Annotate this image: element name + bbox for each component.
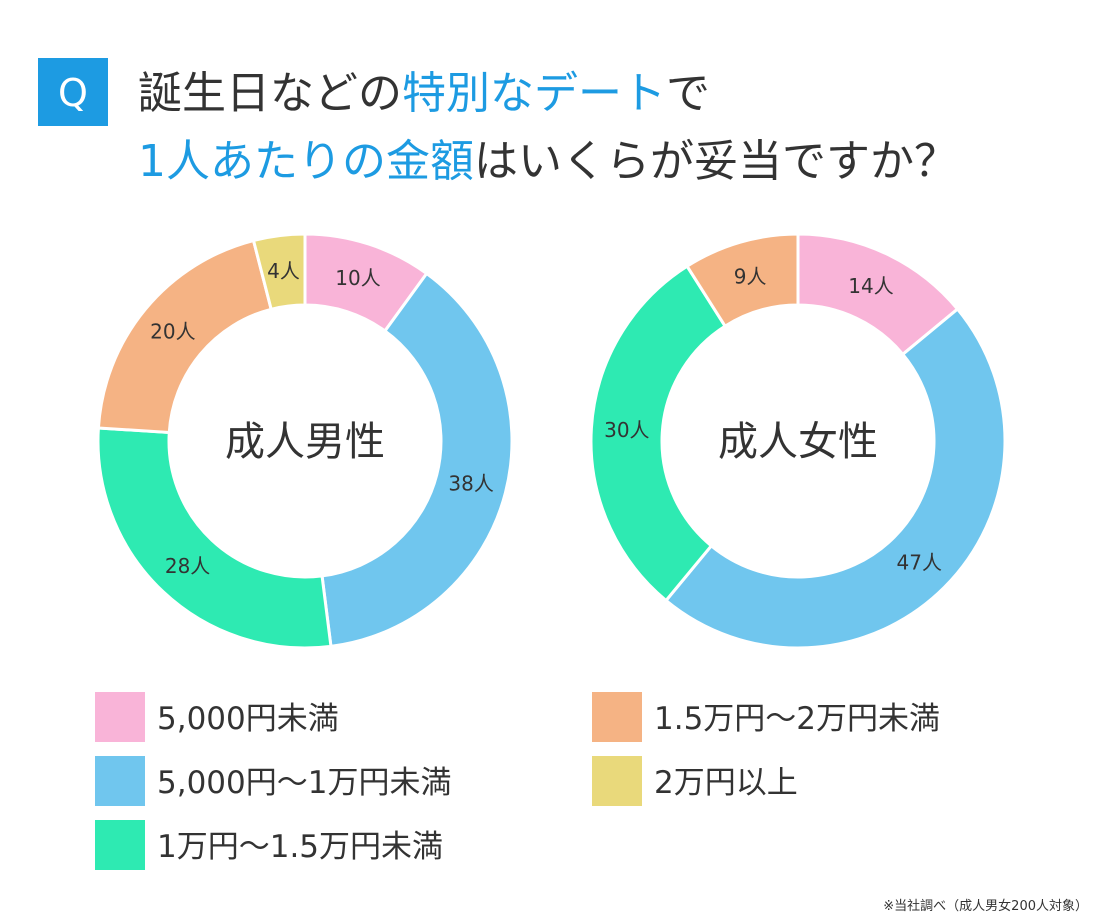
value-label: 47人 [897, 550, 942, 574]
donut-segment [251, 232, 307, 312]
value-label: 30人 [604, 418, 649, 442]
legend-label: 1万円〜1.5万円未満 [157, 829, 443, 865]
donut-segment [320, 271, 514, 649]
center-label: 成人女性 [718, 419, 878, 465]
badge: Q [58, 71, 88, 115]
center-label: 成人男性 [225, 419, 385, 465]
title-line: 1人あたりの金額はいくらが妥当ですか？ [138, 136, 958, 187]
footnote: ※当社調べ（成人男女200人対象） [883, 898, 1088, 914]
donut-segment [96, 426, 333, 650]
legend-swatch [95, 756, 145, 806]
legend-swatch [95, 692, 145, 742]
value-label: 28人 [165, 554, 210, 578]
donut-segment [589, 264, 728, 603]
value-label: 9人 [734, 264, 767, 288]
donut-segment [685, 232, 800, 329]
value-label: 38人 [448, 472, 493, 496]
legend-swatch [95, 820, 145, 870]
title-part: はいくらが妥当ですか？ [474, 136, 958, 187]
value-label: 20人 [150, 320, 195, 344]
legend-label: 1.5万円〜2万円未満 [654, 701, 940, 737]
title-part: で [666, 68, 710, 119]
donut-segment [663, 306, 1007, 650]
value-label: 10人 [335, 266, 380, 290]
title-line: 誕生日などの特別なデートで [138, 68, 710, 119]
value-label: 4人 [267, 259, 300, 283]
title-part: 特別なデート [402, 68, 666, 119]
legend-label: 5,000円〜1万円未満 [157, 765, 451, 801]
value-label: 14人 [848, 274, 893, 298]
legend-swatch [592, 692, 642, 742]
legend-label: 2万円以上 [654, 765, 798, 801]
title-part: 1人あたりの金額 [138, 136, 474, 187]
legend-swatch [592, 756, 642, 806]
title-part: 誕生日などの [138, 68, 402, 119]
legend-label: 5,000円未満 [157, 701, 339, 737]
badge-box [38, 58, 108, 126]
